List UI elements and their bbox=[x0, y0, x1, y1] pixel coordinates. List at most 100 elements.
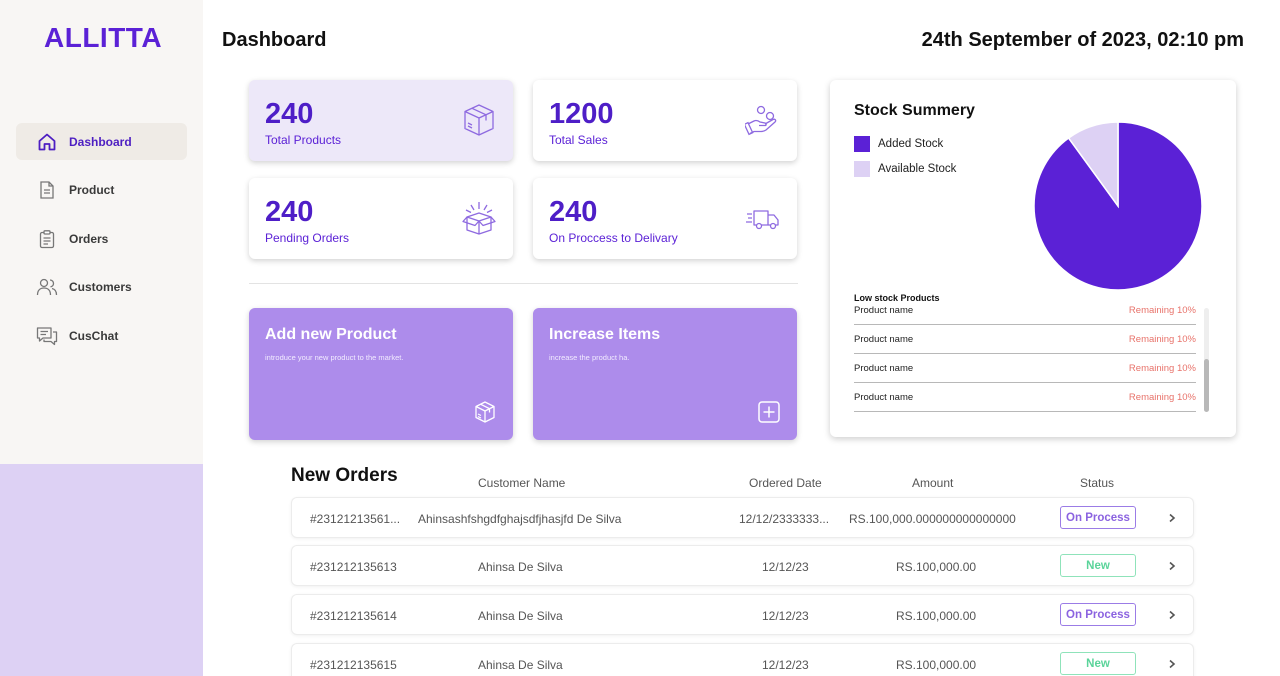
action-title: Increase Items bbox=[549, 326, 661, 343]
add-new-product-card[interactable]: Add new Product introduce your new produ… bbox=[249, 308, 513, 440]
sidebar-footer-panel bbox=[0, 464, 203, 676]
sidebar-item-orders[interactable]: Orders bbox=[16, 220, 187, 257]
order-amount: RS.100,000.000000000000000 bbox=[849, 512, 1016, 526]
order-id: #23121213561... bbox=[310, 512, 401, 526]
legend-swatch bbox=[854, 161, 870, 177]
hand-money-icon bbox=[745, 105, 777, 136]
order-amount: RS.100,000.00 bbox=[896, 609, 977, 623]
current-datetime: 24th September of 2023, 02:10 pm bbox=[921, 29, 1244, 51]
stat-label: Total Sales bbox=[549, 133, 608, 147]
table-row[interactable]: #231212135615 Ahinsa De Silva 12/12/23 R… bbox=[291, 643, 1194, 676]
customer-name: Ahinsa De Silva bbox=[478, 658, 563, 672]
logo[interactable]: ALLITTA bbox=[44, 22, 163, 53]
stat-card-total-products[interactable]: 240 Total Products bbox=[249, 80, 513, 161]
legend-label: Added Stock bbox=[878, 138, 944, 150]
document-icon bbox=[36, 179, 58, 201]
legend-item: Available Stock bbox=[854, 161, 956, 177]
legend-item: Added Stock bbox=[854, 136, 956, 152]
column-header-date: Ordered Date bbox=[749, 476, 822, 490]
list-item[interactable]: Product name Remaining 10% bbox=[854, 306, 1196, 325]
customer-name: Ahinsashfshgdfghajsdfjhasjfd De Silva bbox=[418, 512, 622, 526]
plus-square-icon bbox=[758, 401, 780, 423]
status-badge: On Process bbox=[1060, 603, 1136, 626]
low-stock-title: Low stock Products bbox=[854, 293, 940, 303]
truck-icon bbox=[746, 210, 779, 230]
table-row[interactable]: #231212135614 Ahinsa De Silva 12/12/23 R… bbox=[291, 594, 1194, 635]
chevron-right-icon[interactable] bbox=[1166, 657, 1178, 671]
stock-summary-title: Stock Summery bbox=[854, 102, 975, 119]
chevron-right-icon[interactable] bbox=[1166, 559, 1178, 573]
ordered-date: 12/12/23 bbox=[762, 658, 809, 672]
box-icon bbox=[475, 401, 495, 423]
stat-card-total-sales[interactable]: 1200 Total Sales bbox=[533, 80, 797, 161]
section-divider bbox=[249, 283, 798, 284]
sidebar-item-label: CusChat bbox=[69, 328, 119, 343]
status-badge: On Process bbox=[1060, 506, 1136, 529]
customer-name: Ahinsa De Silva bbox=[478, 560, 563, 574]
ordered-date: 12/12/23 bbox=[762, 560, 809, 574]
sidebar-item-label: Product bbox=[69, 183, 115, 197]
chevron-right-icon[interactable] bbox=[1166, 511, 1178, 525]
list-item[interactable]: Product name Remaining 10% bbox=[854, 383, 1196, 412]
home-icon bbox=[36, 131, 58, 153]
ordered-date: 12/12/2333333... bbox=[739, 512, 830, 526]
remaining-label: Remaining 10% bbox=[1128, 392, 1196, 403]
product-name: Product name bbox=[854, 334, 914, 345]
increase-items-card[interactable]: Increase Items increase the product ha. bbox=[533, 308, 797, 440]
stock-summary-panel: Stock Summery Added Stock Available Stoc… bbox=[830, 80, 1236, 437]
legend-label: Available Stock bbox=[878, 163, 957, 175]
ordered-date: 12/12/23 bbox=[762, 609, 809, 623]
sidebar-item-customers[interactable]: Customers bbox=[16, 269, 187, 306]
sidebar-item-cuschat[interactable]: CusChat bbox=[16, 317, 187, 354]
order-amount: RS.100,000.00 bbox=[896, 560, 977, 574]
stat-value: 240 bbox=[549, 196, 598, 228]
order-id: #231212135613 bbox=[310, 560, 397, 574]
stat-value: 240 bbox=[265, 98, 314, 130]
sidebar-item-label: Dashboard bbox=[69, 134, 132, 149]
remaining-label: Remaining 10% bbox=[1128, 306, 1196, 316]
table-row[interactable]: #231212135613 Ahinsa De Silva 12/12/23 R… bbox=[291, 545, 1194, 586]
order-amount: RS.100,000.00 bbox=[896, 658, 977, 672]
stat-label: Pending Orders bbox=[265, 231, 350, 245]
order-id: #231212135615 bbox=[310, 658, 397, 672]
stat-value: 1200 bbox=[549, 98, 614, 130]
list-item[interactable]: Product name Remaining 10% bbox=[854, 354, 1196, 383]
chat-icon bbox=[36, 325, 58, 347]
stat-value: 240 bbox=[265, 196, 314, 228]
column-header-amount: Amount bbox=[912, 476, 954, 490]
action-title: Add new Product bbox=[265, 326, 397, 343]
box-icon bbox=[464, 104, 494, 136]
page-title: Dashboard bbox=[222, 29, 327, 51]
sidebar-item-product[interactable]: Product bbox=[16, 172, 187, 209]
column-header-customer: Customer Name bbox=[478, 476, 566, 490]
remaining-label: Remaining 10% bbox=[1128, 363, 1196, 374]
sidebar-nav: Dashboard Product Orders Customers bbox=[16, 123, 187, 366]
stock-pie-chart bbox=[1033, 121, 1203, 291]
chevron-right-icon[interactable] bbox=[1166, 608, 1178, 622]
sidebar: ALLITTA Dashboard Product Orders bbox=[0, 0, 203, 676]
sidebar-item-label: Orders bbox=[69, 231, 109, 246]
product-name: Product name bbox=[854, 306, 914, 316]
new-orders-title: New Orders bbox=[291, 465, 398, 486]
scrollbar-thumb[interactable] bbox=[1204, 359, 1209, 412]
stat-card-pending-orders[interactable]: 240 Pending Orders bbox=[249, 178, 513, 259]
status-badge: New bbox=[1060, 554, 1136, 577]
chart-legend: Added Stock Available Stock bbox=[854, 136, 956, 186]
stat-card-delivery[interactable]: 240 On Proccess to Delivary bbox=[533, 178, 797, 259]
action-subtitle: increase the product ha. bbox=[549, 353, 630, 362]
pie-slice-available-stock bbox=[1067, 121, 1119, 209]
product-name: Product name bbox=[854, 392, 914, 403]
legend-swatch bbox=[854, 136, 870, 152]
clipboard-icon bbox=[36, 228, 58, 250]
sidebar-item-dashboard[interactable]: Dashboard bbox=[16, 123, 187, 160]
column-header-status: Status bbox=[1080, 476, 1115, 490]
order-id: #231212135614 bbox=[310, 609, 397, 623]
table-row[interactable]: #23121213561... Ahinsashfshgdfghajsdfjha… bbox=[291, 497, 1194, 538]
remaining-label: Remaining 10% bbox=[1128, 334, 1196, 345]
open-box-icon bbox=[462, 202, 496, 235]
list-item[interactable]: Product name Remaining 10% bbox=[854, 325, 1196, 354]
action-subtitle: introduce your new product to the market… bbox=[265, 353, 404, 362]
sidebar-item-label: Customers bbox=[69, 280, 132, 294]
product-name: Product name bbox=[854, 363, 914, 374]
